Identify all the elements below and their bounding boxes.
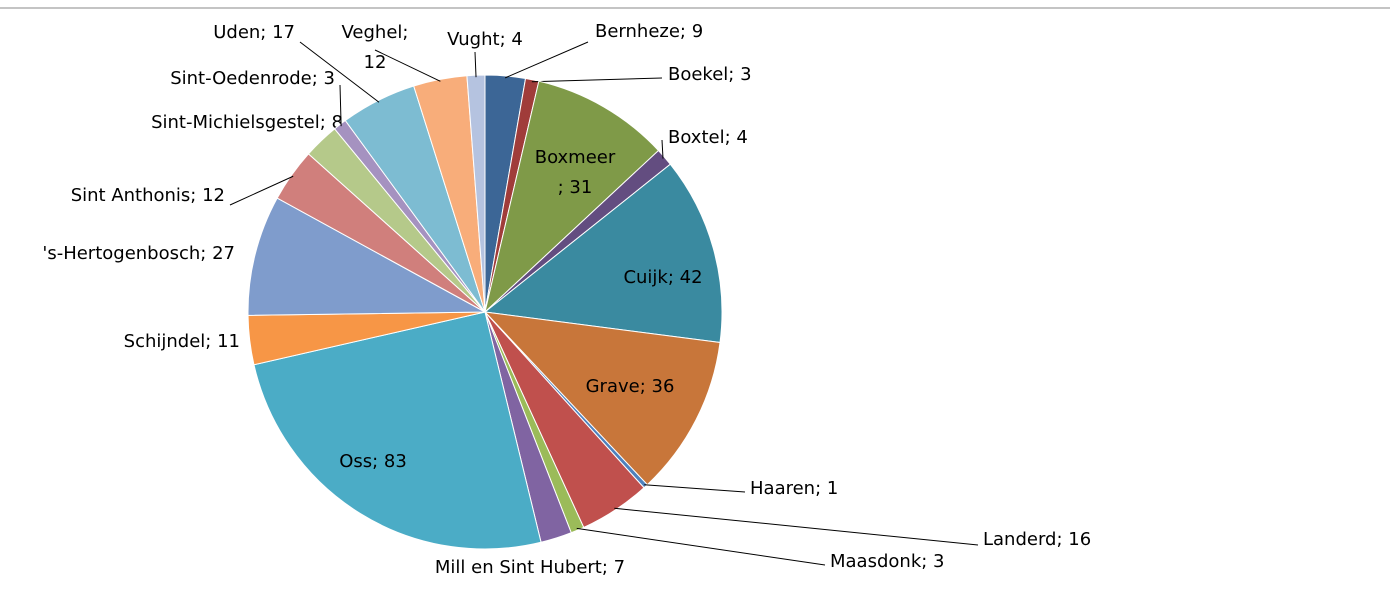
leader-line xyxy=(531,77,663,83)
data-label: Veghel; 12 xyxy=(342,22,409,73)
data-label: Landerd; 16 xyxy=(983,529,1091,550)
leader-line xyxy=(661,139,664,159)
data-label: Uden; 17 xyxy=(213,22,295,43)
leader-line xyxy=(299,41,380,103)
leader-line xyxy=(576,527,826,566)
data-label: Boekel; 3 xyxy=(668,64,752,85)
data-label: Grave; 36 xyxy=(586,376,675,397)
data-label: Mill en Sint Hubert; 7 xyxy=(435,557,625,578)
pie-slice xyxy=(247,197,487,316)
data-label: Vught; 4 xyxy=(447,29,523,50)
data-label: Haaren; 1 xyxy=(750,478,838,499)
leader-line xyxy=(474,51,477,78)
data-label: Oss; 83 xyxy=(339,451,407,472)
pie-slice xyxy=(253,311,542,550)
data-label: Sint-Oedenrode; 3 xyxy=(170,68,335,89)
pie-slice xyxy=(483,163,723,344)
leader-line xyxy=(229,175,294,206)
data-label: Schijndel; 11 xyxy=(124,331,240,352)
data-label: Boxtel; 4 xyxy=(668,127,748,148)
data-label: 's-Hertogenbosch; 27 xyxy=(42,243,235,264)
label-line: ; 31 xyxy=(558,177,593,198)
data-label: Maasdonk; 3 xyxy=(830,551,944,572)
leader-line xyxy=(644,484,746,493)
label-line: Boxmeer xyxy=(535,147,616,168)
data-label: Cuijk; 42 xyxy=(623,267,702,288)
data-label: Bernheze; 9 xyxy=(595,21,703,42)
label-line: Veghel; xyxy=(342,22,409,43)
data-label: Boxmeer ; 31 xyxy=(535,147,616,198)
leader-line xyxy=(339,84,342,127)
data-label: Sint-Michielsgestel; 8 xyxy=(151,112,343,133)
leader-line xyxy=(614,507,979,546)
pie-slice xyxy=(484,80,660,314)
leader-line xyxy=(374,49,441,82)
label-line: 12 xyxy=(364,52,387,73)
data-label: Sint Anthonis; 12 xyxy=(71,185,225,206)
pie-slice xyxy=(483,311,721,486)
leader-line xyxy=(504,41,589,79)
